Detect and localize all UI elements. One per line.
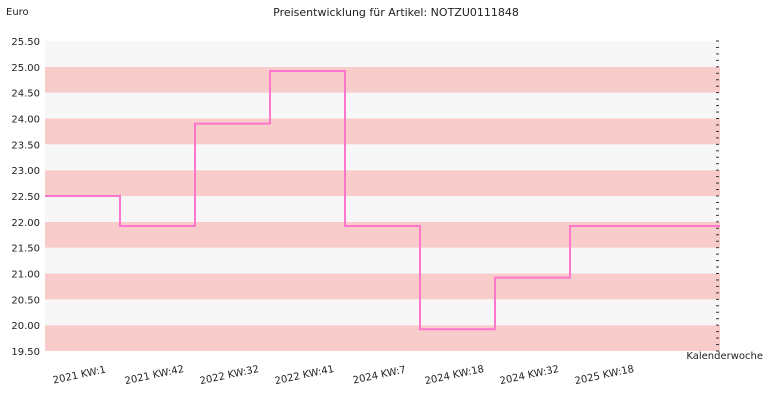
x-tick-label: 2024 KW:7	[352, 365, 407, 387]
y-tick-label: 24.50	[11, 89, 40, 100]
y-axis-label: Euro	[6, 7, 29, 18]
grid-band	[45, 325, 720, 351]
y-tick-label: 19.50	[11, 347, 40, 358]
x-tick-label: 2024 KW:32	[499, 364, 560, 387]
data-point	[195, 122, 197, 125]
grid-band	[45, 92, 720, 119]
x-tick-label: 2024 KW:18	[424, 364, 485, 387]
grid-band	[45, 247, 720, 274]
y-tick-label: 22.50	[11, 192, 40, 203]
data-point	[270, 70, 272, 72]
grid-band	[45, 170, 720, 196]
series-layer	[45, 69, 720, 331]
data-point	[45, 195, 47, 197]
y-tick-label: 24.00	[11, 115, 40, 126]
data-point	[420, 328, 422, 331]
data-point	[570, 225, 572, 227]
x-axis-label: Kalenderwoche	[686, 351, 763, 362]
y-tick-label: 22.00	[11, 218, 40, 229]
y-tick-label: 20.00	[11, 321, 40, 332]
grid-band	[45, 144, 720, 171]
data-point	[495, 276, 497, 279]
x-tick-label: 2025 KW:18	[574, 364, 635, 387]
grid-band	[45, 273, 720, 300]
chart-title: Preisentwicklung für Artikel: NOTZU01118…	[273, 6, 519, 19]
background-bands	[45, 41, 720, 351]
grid-band	[45, 118, 720, 145]
y-tick-label: 23.50	[11, 140, 40, 151]
grid-band	[45, 66, 720, 93]
x-tick-label: 2022 KW:32	[199, 364, 260, 387]
y-tick-label: 25.50	[11, 37, 40, 48]
grid-band	[45, 41, 720, 67]
y-tick-label: 21.50	[11, 244, 40, 255]
x-tick-label: 2021 KW:1	[52, 365, 107, 387]
axes	[716, 40, 719, 352]
x-tick-label: 2022 KW:41	[274, 364, 335, 387]
y-tick-label: 25.00	[11, 63, 40, 74]
grid-band	[45, 299, 720, 326]
y-tick-label: 20.50	[11, 295, 40, 306]
x-tick-label: 2021 KW:42	[124, 364, 185, 387]
y-tick-label: 23.00	[11, 166, 40, 177]
data-point	[345, 225, 347, 227]
price-step-line	[45, 69, 720, 331]
y-tick-label: 21.00	[11, 270, 40, 281]
data-point	[120, 225, 122, 227]
grid-band	[45, 196, 720, 222]
